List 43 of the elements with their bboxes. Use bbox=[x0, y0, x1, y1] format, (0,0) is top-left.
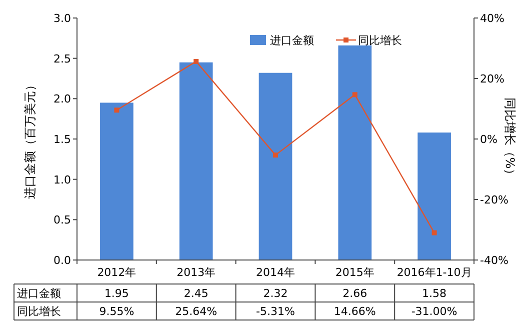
bar bbox=[179, 62, 213, 260]
legend-label: 进口金额 bbox=[270, 34, 314, 47]
y2-tick-label: 0% bbox=[480, 133, 498, 146]
bar bbox=[338, 45, 372, 260]
text: 同比增长 bbox=[17, 305, 61, 318]
y2-axis-title: 同比增长（%） bbox=[503, 97, 517, 181]
data-label: 1.95 bbox=[104, 287, 129, 300]
data-label: 2.45 bbox=[184, 287, 208, 300]
y-tick-label: 2.0 bbox=[54, 92, 71, 106]
y2-tick-label: -20% bbox=[480, 194, 508, 206]
y-tick-label: 1.5 bbox=[54, 133, 71, 146]
data-label: -31.00% bbox=[411, 305, 458, 318]
bar bbox=[100, 102, 134, 260]
data-label: 2.32 bbox=[263, 287, 288, 300]
point bbox=[273, 152, 278, 158]
point bbox=[352, 92, 358, 98]
x-tick-label: 2016年1-10月 bbox=[396, 266, 472, 279]
data-label: 9.55% bbox=[99, 305, 134, 318]
point bbox=[432, 230, 437, 236]
x-tick-label: 2014年 bbox=[256, 266, 295, 279]
y-axis-title: 进口金额（百万美元） bbox=[23, 79, 37, 199]
point bbox=[114, 108, 120, 113]
text: 进口金额 bbox=[17, 287, 61, 300]
y2-tick-label: -40% bbox=[480, 254, 508, 267]
point bbox=[194, 58, 199, 64]
data-label: 1.58 bbox=[422, 287, 447, 300]
data-label: -5.31% bbox=[256, 305, 295, 318]
bar bbox=[258, 72, 292, 260]
y-tick-label: 0.5 bbox=[54, 214, 71, 227]
y2-tick-label: 20% bbox=[480, 72, 504, 86]
x-tick-label: 2015年 bbox=[335, 266, 374, 279]
bar bbox=[418, 132, 451, 260]
y-tick-label: 0.0 bbox=[54, 254, 71, 267]
data-label: 25.64% bbox=[175, 305, 218, 318]
data-label: 2.66 bbox=[342, 287, 368, 300]
y-tick-label: 3.0 bbox=[54, 12, 71, 25]
data-label: 14.66% bbox=[334, 305, 376, 318]
legend-label: 同比增长 bbox=[358, 34, 402, 47]
y2-tick-label: 40% bbox=[480, 12, 504, 25]
y-tick-label: 1.0 bbox=[54, 173, 71, 186]
x-tick-label: 2012年 bbox=[97, 266, 136, 279]
y-tick-label: 2.5 bbox=[54, 52, 71, 66]
x-tick-label: 2013年 bbox=[176, 266, 216, 279]
